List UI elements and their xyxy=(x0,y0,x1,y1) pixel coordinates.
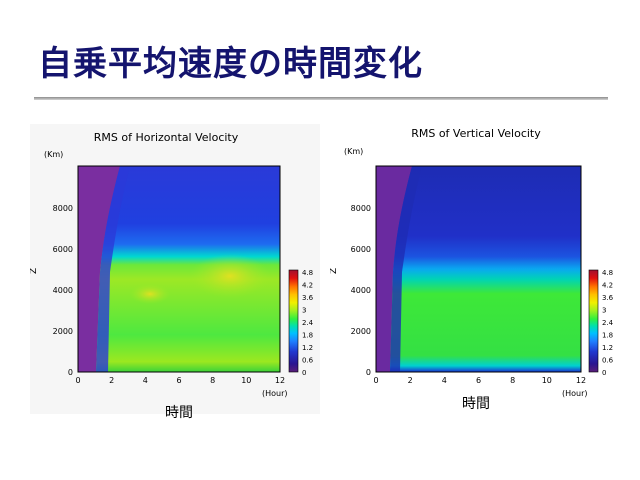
y-tick-label: 6000 xyxy=(53,245,73,254)
chart-title: RMS of Horizontal Velocity xyxy=(94,131,239,144)
colorbar-tick-label: 0 xyxy=(302,369,306,377)
x-tick-label: 0 xyxy=(75,376,80,385)
max-region xyxy=(190,254,270,298)
x-tick-label: 2 xyxy=(109,376,114,385)
colorbar-tick-label: 3.6 xyxy=(602,294,614,302)
colorbar-tick-label: 3 xyxy=(302,307,306,315)
x-tick-label: 4 xyxy=(143,376,148,385)
colorbar-tick-label: 3.6 xyxy=(302,294,314,302)
y-tick-label: 2000 xyxy=(351,327,371,336)
x-tick-label: 6 xyxy=(176,376,181,385)
y-tick-label: 8000 xyxy=(351,204,371,213)
y-tick-label: 4000 xyxy=(53,286,73,295)
colorbar: 4.8 4.2 3.6 3 2.4 1.8 1.2 0.6 0 xyxy=(588,269,614,377)
colorbar-tick-label: 3 xyxy=(602,307,606,315)
x-tick-label: 8 xyxy=(510,376,515,385)
x-axis-label: (Hour) xyxy=(262,389,288,398)
plot-frame xyxy=(375,165,582,373)
vertical-velocity-panel: RMS of Vertical Velocity (Km) 0 2000 400… xyxy=(330,124,620,414)
colorbar-tick-label: 1.8 xyxy=(602,332,613,340)
x-tick-label: 12 xyxy=(275,376,285,385)
spinup-edge xyxy=(96,166,130,372)
colorbar-tick-label: 1.2 xyxy=(302,344,313,352)
x-tick-label: 0 xyxy=(373,376,378,385)
spinup-region xyxy=(78,166,120,372)
x-tick-label: 8 xyxy=(210,376,215,385)
colorbar-tick-label: 2.4 xyxy=(302,319,314,327)
vertical-velocity-chart: RMS of Vertical Velocity (Km) 0 2000 400… xyxy=(330,127,614,398)
colorbar-tick-label: 1.8 xyxy=(302,332,313,340)
x-tick-label: 2 xyxy=(408,376,413,385)
x-tick-label: 10 xyxy=(542,376,552,385)
y-tick-label: 6000 xyxy=(351,245,371,254)
y-axis: 0 2000 4000 6000 8000 Z xyxy=(30,204,73,377)
x-tick-label: 4 xyxy=(442,376,447,385)
x-axis-label: (Hour) xyxy=(562,389,588,398)
y-tick-label: 2000 xyxy=(53,327,73,336)
colorbar-scale xyxy=(288,269,299,373)
colorbar-scale xyxy=(588,269,599,373)
x-caption: 時間 xyxy=(462,396,490,412)
x-tick-label: 10 xyxy=(241,376,251,385)
y-tick-label: 4000 xyxy=(351,286,371,295)
colorbar-tick-label: 0.6 xyxy=(602,357,614,365)
colorbar-tick-label: 4.8 xyxy=(302,269,313,277)
horizontal-velocity-panel: RMS of Horizontal Velocity (Km) 0 2000 4… xyxy=(30,124,320,414)
x-tick-label: 6 xyxy=(476,376,481,385)
plot-area xyxy=(77,165,281,373)
plot-frame xyxy=(77,165,281,373)
y-axis-label: Z xyxy=(330,268,339,274)
y-tick-label: 8000 xyxy=(53,204,73,213)
title-divider xyxy=(34,97,608,100)
colorbar-tick-label: 1.2 xyxy=(602,344,613,352)
colorbar: 4.8 4.2 3.6 3 2.4 1.8 1.2 0.6 0 xyxy=(288,269,314,377)
slide-title: 自乗平均速度の時間変化 xyxy=(38,44,423,84)
colorbar-tick-label: 0 xyxy=(602,369,606,377)
x-caption: 時間 xyxy=(165,405,193,421)
x-axis: 0 2 4 6 8 10 12 (Hour) xyxy=(373,376,587,398)
colorbar-tick-label: 0.6 xyxy=(302,357,314,365)
x-tick-label: 12 xyxy=(576,376,586,385)
y-tick-label: 0 xyxy=(68,368,73,377)
y-axis: 0 2000 4000 6000 8000 Z xyxy=(330,204,371,377)
colorbar-tick-label: 2.4 xyxy=(602,319,614,327)
horizontal-velocity-chart: RMS of Horizontal Velocity (Km) 0 2000 4… xyxy=(30,131,314,398)
y-unit-label: (Km) xyxy=(44,150,63,159)
y-tick-label: 0 xyxy=(366,368,371,377)
max-region xyxy=(130,284,170,304)
colorbar-tick-label: 4.2 xyxy=(302,282,313,290)
colorbar-tick-label: 4.2 xyxy=(602,282,613,290)
plot-area xyxy=(375,165,582,373)
spinup-region xyxy=(376,166,412,372)
y-axis-label: Z xyxy=(30,268,39,274)
x-axis: 0 2 4 6 8 10 12 (Hour) xyxy=(75,376,287,398)
spinup-edge xyxy=(390,166,422,372)
y-unit-label: (Km) xyxy=(344,147,363,156)
chart-title: RMS of Vertical Velocity xyxy=(411,127,541,140)
colorbar-tick-label: 4.8 xyxy=(602,269,613,277)
